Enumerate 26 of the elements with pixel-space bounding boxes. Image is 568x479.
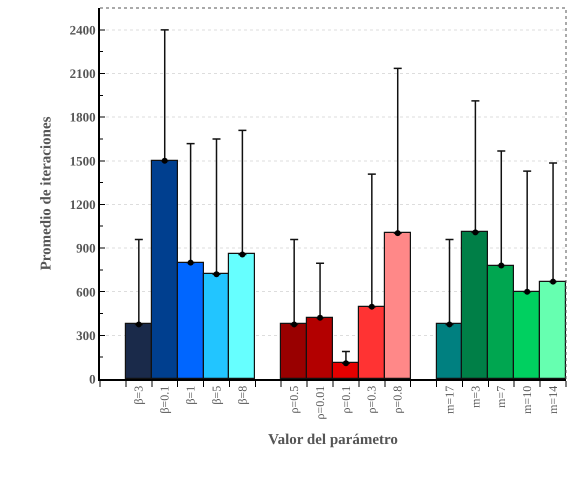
y-tick-label: 1200 (70, 196, 96, 212)
y-tick-label: 300 (76, 328, 96, 343)
y-axis-title: Promedio de iteraciones (38, 116, 54, 270)
x-tick-label: β=1 (184, 386, 198, 405)
y-tick-label: 0 (89, 372, 96, 387)
x-tick-label: m=3 (468, 386, 482, 408)
x-tick-label: β=0.1 (158, 386, 172, 414)
x-axis-title: Valor del parámetro (268, 432, 398, 448)
x-tick-label: m=17 (442, 386, 456, 414)
x-tick-label: ρ=0.3 (364, 386, 379, 414)
x-tick-label: ρ=0.01 (312, 386, 327, 420)
x-tick-label: m=10 (520, 386, 534, 414)
y-tick-label: 900 (76, 240, 96, 256)
x-tick-label: β=8 (235, 386, 250, 405)
x-tick-label: β=5 (209, 386, 224, 405)
y-tick-label: 1500 (70, 153, 96, 168)
x-tick-label: β=3 (132, 386, 146, 405)
x-tick-label: ρ=0.5 (287, 386, 302, 414)
x-tick-label: ρ=0.1 (338, 386, 353, 414)
x-tick-label: m=14 (546, 386, 560, 414)
x-tick-label: ρ=0.8 (390, 386, 405, 414)
y-tick-label: 2100 (70, 66, 96, 82)
y-tick-label: 1800 (70, 110, 96, 125)
y-tick-label: 2400 (70, 22, 96, 38)
x-tick-label: m=7 (494, 386, 508, 408)
y-tick-label: 600 (76, 284, 96, 300)
